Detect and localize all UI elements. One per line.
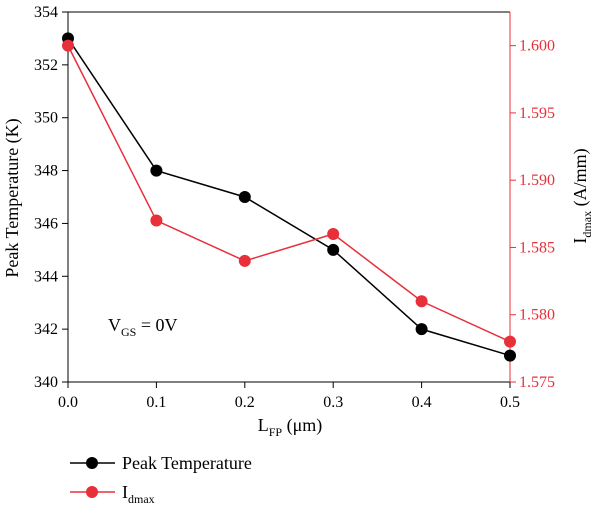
legend-label-peak-temperature: Peak Temperature <box>122 453 252 473</box>
series-line-peak-temperature <box>67 38 511 357</box>
data-point-peak-temperature <box>238 191 251 203</box>
legend: Peak Temperature Idmax <box>70 453 252 506</box>
x-tick-label: 0.5 <box>500 394 520 411</box>
x-axis-title: LFP (μm) <box>258 415 323 439</box>
data-point-idmax <box>150 214 163 227</box>
x-tick-label: 0.0 <box>58 394 78 411</box>
data-point-idmax <box>62 39 74 52</box>
data-point-idmax <box>238 254 251 267</box>
legend-item-peak-temperature: Peak Temperature <box>70 453 252 473</box>
annotation-sub: GS <box>121 325 136 339</box>
y-left-tick-label: 354 <box>34 4 58 21</box>
legend-item-idmax: Idmax <box>70 482 155 506</box>
y-right-tick-label: 1.580 <box>519 307 555 324</box>
legend-label-idmax-sub: dmax <box>128 492 155 506</box>
data-point-idmax <box>415 295 428 308</box>
data-point-idmax <box>504 335 516 348</box>
bias-annotation: VGS = 0V <box>108 315 178 339</box>
y-right-tick-label: 1.590 <box>519 172 555 189</box>
data-point-idmax <box>327 228 340 240</box>
y-right-tick-label: 1.575 <box>519 374 555 391</box>
y-right-tick-label: 1.585 <box>519 239 555 256</box>
y-right-title-main: I <box>570 238 590 244</box>
y-right-title-rest: (A/mm) <box>570 148 591 211</box>
y-left-tick-label: 348 <box>34 163 58 180</box>
x-axis-title-sub: FP <box>269 425 283 439</box>
y-left-tick-label: 346 <box>34 215 58 232</box>
y-left-tick-label: 352 <box>34 57 58 74</box>
x-tick-label: 0.1 <box>146 394 166 411</box>
series-layer <box>62 32 516 362</box>
legend-marker-idmax <box>86 486 98 498</box>
x-tick-label: 0.3 <box>323 394 343 411</box>
y-left-tick-label: 342 <box>34 321 58 338</box>
x-axis-title-main: L <box>258 415 269 435</box>
x-axis-title-rest: (μm) <box>282 415 322 436</box>
y-left-tick-label: 340 <box>34 374 58 391</box>
y-left-tick-label: 344 <box>34 268 58 285</box>
series-line-idmax <box>67 45 511 343</box>
data-point-peak-temperature <box>504 349 516 362</box>
y-right-axis-title: Idmax (A/mm) <box>570 148 594 243</box>
data-point-peak-temperature <box>415 323 428 336</box>
y-right-title-sub: dmax <box>580 211 594 238</box>
y-right-tick-label: 1.600 <box>519 38 555 55</box>
legend-label-idmax-main: I <box>122 482 128 502</box>
data-point-peak-temperature <box>327 243 340 256</box>
y-left-axis-title: Peak Temperature (K) <box>2 118 23 277</box>
annotation-rest: = 0V <box>136 315 177 335</box>
legend-marker-peak-temperature <box>86 457 98 469</box>
legend-label-idmax: Idmax <box>122 482 155 506</box>
y-right-tick-label: 1.595 <box>519 105 555 122</box>
x-tick-label: 0.2 <box>235 394 255 411</box>
axes: 0.0 0.1 0.2 0.3 0.4 0.5 340 342 344 346 348 350 352 3… <box>34 4 555 411</box>
annotation-main: V <box>108 315 121 335</box>
data-point-peak-temperature <box>150 164 163 177</box>
x-tick-label: 0.4 <box>412 394 432 411</box>
y-left-tick-label: 350 <box>34 110 58 127</box>
